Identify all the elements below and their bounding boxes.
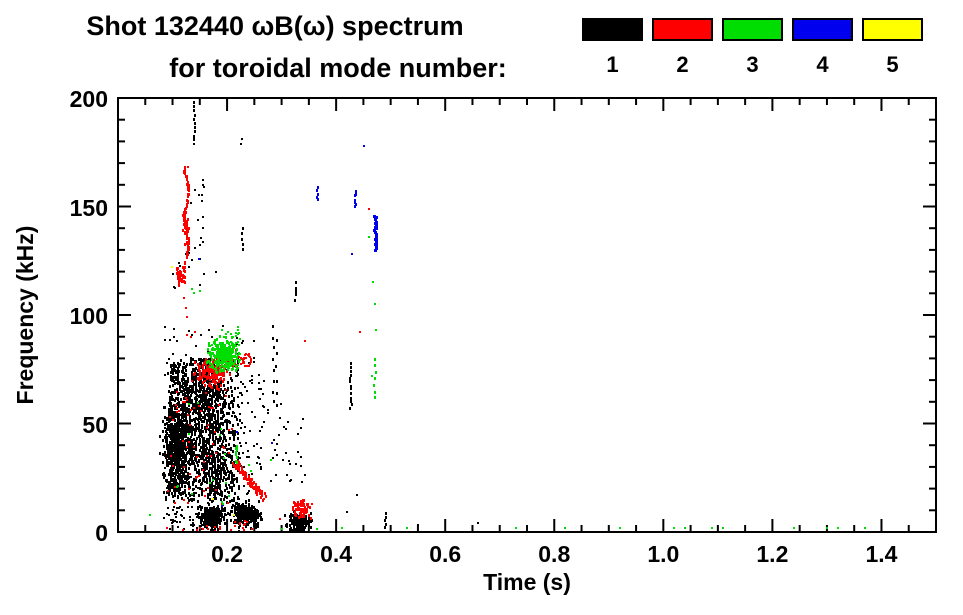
legend-swatch-mode-4 <box>792 18 853 41</box>
x-tick-label: 1.2 <box>756 541 789 567</box>
x-tick-label: 1.0 <box>647 541 680 567</box>
mode-legend: 1 2 3 4 5 <box>582 18 923 76</box>
y-tick-label: 200 <box>69 86 108 112</box>
x-tick-label: 0.4 <box>320 541 353 567</box>
legend-mode-number: 1 <box>606 52 619 77</box>
y-tick-label: 150 <box>69 194 108 221</box>
legend-item-mode-1: 1 <box>582 18 643 76</box>
y-tick-label: 100 <box>69 303 108 329</box>
x-axis-label: Time (s) <box>483 569 571 595</box>
chart-title-line1: Shot 132440 ωB(ω) spectrum <box>86 11 464 41</box>
legend-item-mode-3: 3 <box>722 18 783 76</box>
legend-mode-number: 3 <box>746 52 759 77</box>
x-tick-label: 0.6 <box>429 541 462 567</box>
y-tick-label: 50 <box>82 411 108 438</box>
legend-mode-number: 5 <box>886 52 899 77</box>
legend-item-mode-5: 5 <box>862 18 923 76</box>
y-tick-label: 0 <box>95 520 108 546</box>
legend-swatch-mode-3 <box>722 18 783 41</box>
legend-mode-number: 2 <box>676 52 689 77</box>
x-tick-label: 0.2 <box>211 541 244 567</box>
x-tick-label: 1.4 <box>865 541 898 567</box>
x-tick-label: 0.8 <box>538 541 571 567</box>
legend-mode-number: 4 <box>816 52 829 77</box>
y-axis-label: Frequency (kHz) <box>12 225 38 405</box>
legend-item-mode-2: 2 <box>652 18 713 76</box>
legend-swatch-mode-2 <box>652 18 713 41</box>
chart-title-line2: for toroidal mode number: <box>169 53 507 83</box>
legend-swatch-mode-1 <box>582 18 643 41</box>
legend-item-mode-4: 4 <box>792 18 853 76</box>
legend-swatch-mode-5 <box>862 18 923 41</box>
